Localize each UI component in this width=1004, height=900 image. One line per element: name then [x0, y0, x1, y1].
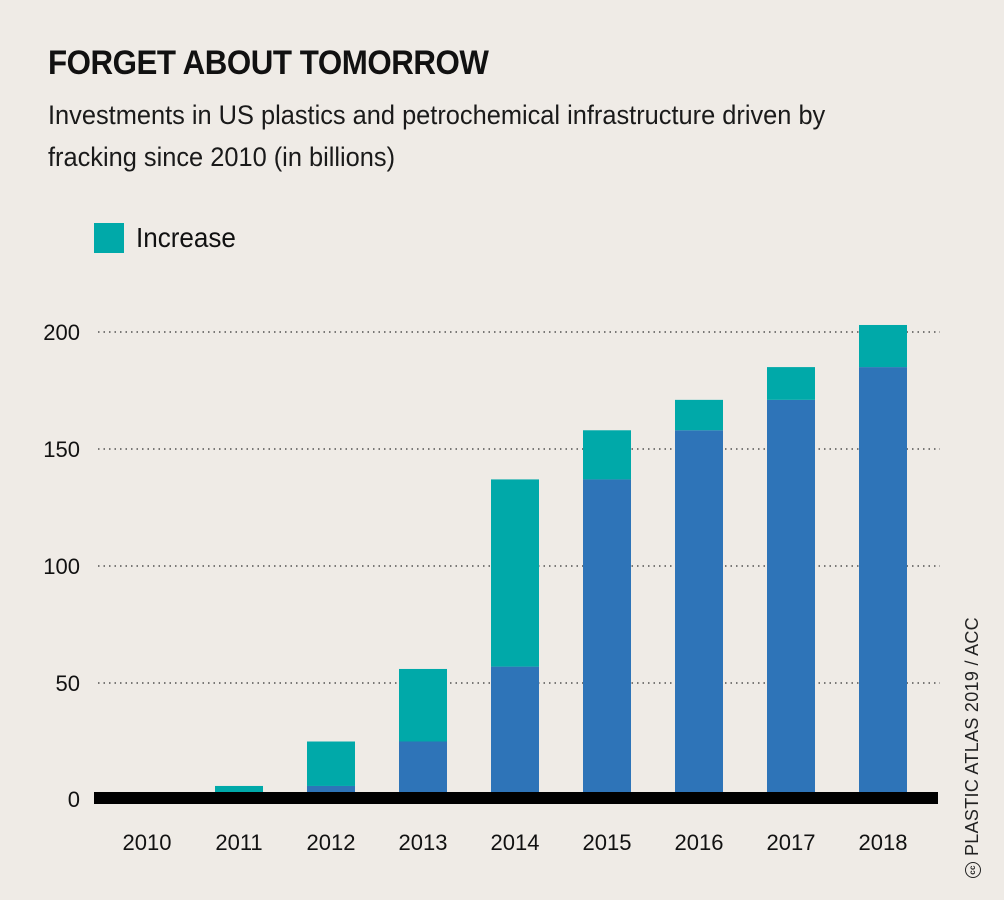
x-tick-label-2010: 2010 — [123, 830, 172, 855]
chart-title: FORGET ABOUT TOMORROW — [48, 44, 489, 82]
x-tick-label-2013: 2013 — [399, 830, 448, 855]
bar-increase-2011 — [215, 785, 263, 796]
legend-swatch-increase — [94, 223, 124, 253]
x-tick-label-2015: 2015 — [583, 830, 632, 855]
bar-base-2013 — [399, 741, 447, 800]
bar-base-2017 — [767, 399, 815, 800]
x-tick-label-2018: 2018 — [859, 830, 908, 855]
cc-icon: cc — [965, 862, 982, 878]
x-tick-label-2017: 2017 — [767, 830, 816, 855]
bar-increase-2015 — [583, 430, 631, 480]
y-tick-label-50: 50 — [56, 671, 80, 696]
bar-increase-2018 — [859, 324, 907, 368]
bar-base-2014 — [491, 666, 539, 800]
y-tick-label-200: 200 — [43, 320, 80, 345]
credit-text: PLASTIC ATLAS 2019 / ACC — [962, 617, 982, 856]
bar-base-2018 — [859, 367, 907, 800]
y-tick-label-0: 0 — [68, 787, 80, 812]
credit: cc PLASTIC ATLAS 2019 / ACC — [962, 617, 983, 878]
bar-base-2015 — [583, 479, 631, 800]
bar-increase-2016 — [675, 399, 723, 431]
x-tick-label-2011: 2011 — [215, 830, 262, 855]
y-tick-label-100: 100 — [43, 554, 80, 579]
bar-increase-2013 — [399, 668, 447, 742]
y-tick-label-150: 150 — [43, 437, 80, 462]
bar-increase-2014 — [491, 479, 539, 667]
x-axis-line — [94, 792, 938, 804]
bar-base-2016 — [675, 430, 723, 800]
legend: Increase — [94, 222, 243, 254]
bar-increase-2017 — [767, 367, 815, 400]
chart-subtitle: Investments in US plastics and petrochem… — [48, 100, 826, 172]
x-tick-label-2016: 2016 — [675, 830, 724, 855]
bar-increase-2012 — [307, 741, 355, 786]
x-tick-label-2012: 2012 — [307, 830, 356, 855]
legend-label-increase: Increase — [136, 222, 236, 253]
x-tick-label-2014: 2014 — [491, 830, 540, 855]
